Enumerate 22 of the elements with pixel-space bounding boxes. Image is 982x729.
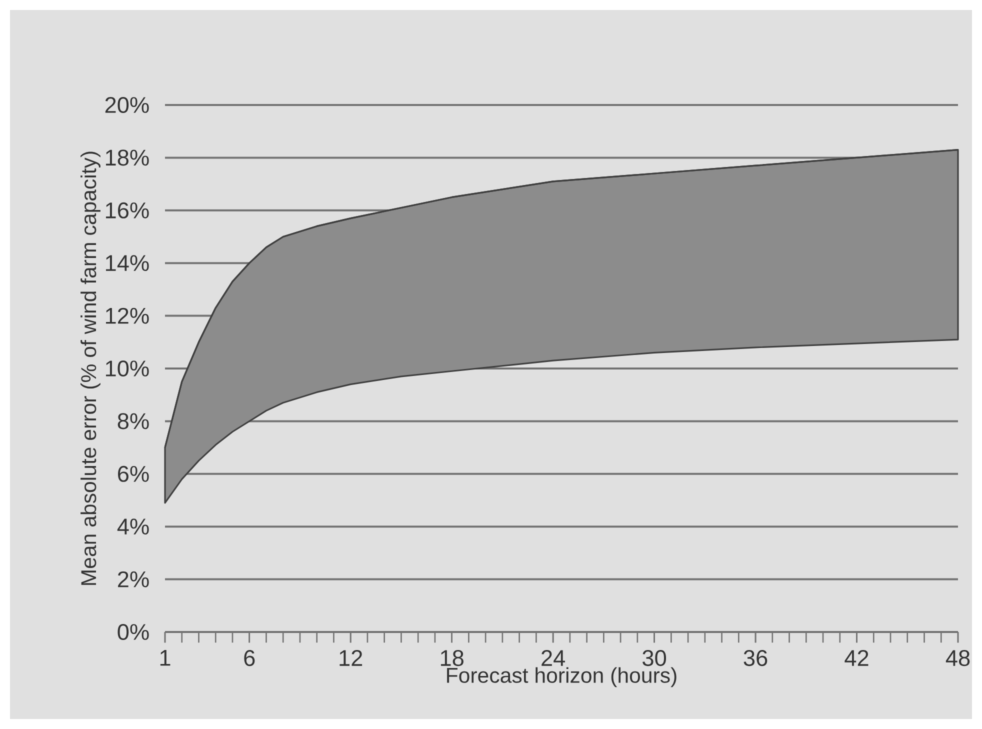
y-tick-label: 12% <box>106 308 149 324</box>
x-tick-label: 36 <box>744 650 768 666</box>
x-tick-label: 6 <box>244 650 255 666</box>
x-tick-label: 24 <box>542 650 565 666</box>
y-tick-label: 4% <box>117 518 149 535</box>
x-axis-title: Forecast horizon (hours) <box>447 667 676 688</box>
x-tick-label: 1 <box>160 650 170 666</box>
y-axis-title: Mean absolute error (% of wind farm capacity) <box>80 152 100 585</box>
y-tick-label: 16% <box>106 202 149 218</box>
y-tick-label: 2% <box>118 571 149 588</box>
y-tick-label: 20% <box>105 96 149 114</box>
y-tick-label: 8% <box>118 413 149 430</box>
y-tick-label: 6% <box>118 466 149 482</box>
x-tick-label: 42 <box>844 650 868 666</box>
y-tick-label: 0% <box>118 624 149 640</box>
x-tick-label: 18 <box>440 650 464 666</box>
x-tick-label: 30 <box>642 650 666 666</box>
y-tick-label: 10% <box>106 360 149 377</box>
y-tick-label: 18% <box>106 150 149 166</box>
x-tick-label: 12 <box>340 650 362 666</box>
x-tick-label: 48 <box>946 650 970 666</box>
y-tick-label: 14% <box>106 255 149 272</box>
